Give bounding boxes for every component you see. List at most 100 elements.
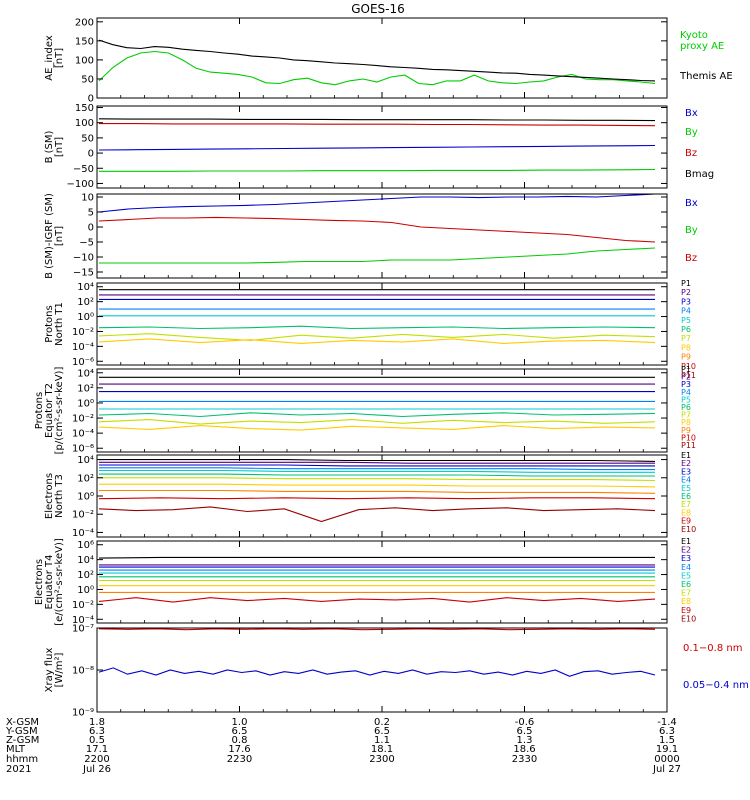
y-axis-label-line: Electrons — [34, 559, 45, 605]
ephemeris-row-label: Y-GSM — [5, 726, 38, 737]
series-line-themis-ae — [98, 39, 656, 82]
legend-item-bz: Bz — [685, 253, 697, 264]
y-axis-label: Xray flux[W/m²] — [44, 648, 65, 693]
legend-item-e4: E4 — [681, 476, 691, 485]
ephemeris-cell: 6.5 — [374, 726, 390, 737]
legend-item-p2: P2 — [681, 288, 691, 297]
y-tick-label: 10⁻⁴ — [72, 528, 94, 539]
ephemeris-cell: 1.8 — [89, 717, 105, 728]
y-axis-label-line: Equator T4 — [44, 555, 55, 610]
series-line-e1 — [98, 556, 655, 559]
ephemeris-cell: 1.0 — [232, 717, 248, 728]
legend-item-p6: P6 — [681, 403, 691, 412]
series-line-e9 — [99, 489, 656, 494]
legend-item-e7: E7 — [681, 500, 691, 509]
legend-item-e9: E9 — [681, 606, 691, 615]
legend-item-p9: P9 — [681, 426, 691, 435]
y-axis-label-line: B (SM)-IGRF (SM) — [44, 193, 55, 279]
legend-item-e10: E10 — [681, 614, 696, 623]
ephemeris-cell: 18.1 — [371, 744, 393, 755]
y-tick-label: 10⁻⁴ — [72, 342, 94, 353]
legend-item-e2: E2 — [681, 459, 691, 468]
legend-item-e3: E3 — [681, 467, 691, 476]
y-tick-label: 10⁻² — [72, 600, 94, 611]
series-line-bx — [98, 144, 656, 151]
series-line-p8 — [98, 425, 656, 431]
y-tick-label: −5 — [79, 238, 94, 249]
legend-item-e3: E3 — [681, 554, 691, 563]
y-tick-label: 10⁴ — [77, 368, 94, 379]
y-tick-label: 10⁻² — [72, 510, 94, 521]
legend-item-by: By — [685, 127, 698, 138]
y-tick-label: 10⁻⁶ — [72, 444, 94, 455]
y-tick-label: 5 — [88, 208, 94, 219]
panel-6: 10⁻⁴ 10⁻² 10⁰ 10² 10⁴ ElectronsNorth T3 E1E2E3… — [44, 451, 696, 539]
legend-item-p1: P1 — [681, 279, 691, 288]
ephemeris-cell: 2330 — [512, 754, 537, 765]
series-line-bx — [98, 193, 656, 213]
ephemeris-cell: 1.5 — [659, 735, 675, 746]
y-tick-label: 10⁻² — [72, 327, 94, 338]
ephemeris-cell: 0.5 — [89, 735, 105, 746]
series-line-0-1-0-8-nm — [98, 628, 656, 631]
legend-item-e1: E1 — [681, 537, 691, 546]
y-tick-label: 10⁻⁸ — [72, 666, 94, 677]
y-tick-label: 10⁻⁴ — [72, 615, 94, 626]
y-tick-label: 10 — [81, 193, 94, 204]
legend-item-p3: P3 — [681, 380, 691, 389]
legend-item-p4: P4 — [681, 307, 691, 316]
y-tick-label: 100 — [75, 118, 94, 129]
ephemeris-cell: 19.1 — [656, 744, 678, 755]
y-tick-label: −100 — [67, 179, 94, 190]
ephemeris-cell: 0000 — [654, 754, 679, 765]
y-axis-label-line: [p/(cm²-s-sr-keV)] — [54, 367, 65, 455]
legend-item-p2: P2 — [681, 373, 691, 382]
legend-item-p10: P10 — [681, 433, 696, 442]
legend-item-0-05-0-4-nm: 0.05−0.4 nm — [683, 680, 749, 691]
legend-item-p1: P1 — [681, 365, 691, 374]
series-line-0-05-0-4-nm — [98, 667, 656, 677]
y-tick-label: 10⁻⁶ — [72, 357, 94, 368]
y-axis-label: ElectronsEquator T4[e/(cm²-s-sr-keV)] — [34, 538, 65, 626]
y-tick-label: −10 — [73, 253, 94, 264]
ephemeris-cell: 18.6 — [513, 744, 535, 755]
series-line-e5 — [99, 469, 655, 473]
series-line-e11 — [98, 506, 656, 523]
ephemeris-cell: 17.6 — [228, 744, 250, 755]
y-tick-label: 10⁴ — [77, 555, 94, 566]
series-line-bmag — [98, 118, 656, 122]
y-axis-label: ElectronsNorth T3 — [44, 473, 65, 519]
series-line-bz — [98, 216, 656, 243]
ephemeris-row-label: 2021 — [6, 764, 31, 775]
y-tick-label: 10² — [77, 570, 94, 581]
y-axis-label-line: North T3 — [54, 474, 65, 518]
ephemeris-cell: 1.3 — [517, 735, 533, 746]
ephemeris-cell: Jul 26 — [82, 764, 111, 775]
y-tick-label: 10⁻⁷ — [72, 624, 94, 635]
y-axis-label-line: AE_index — [44, 35, 55, 81]
legend-item-p8: P8 — [681, 418, 691, 427]
y-tick-label: −50 — [73, 164, 94, 175]
ephemeris-row-label: MLT — [6, 744, 26, 755]
y-axis-label-line: [e/(cm²-s-sr-keV)] — [54, 538, 65, 626]
ephemeris-cell: -0.6 — [515, 717, 535, 728]
legend-item-p3: P3 — [681, 297, 691, 306]
legend-item-kyoto: Kyoto — [680, 30, 708, 41]
ephemeris-cell: 6.5 — [517, 726, 533, 737]
legend-item-p11: P11 — [681, 441, 696, 450]
y-tick-label: 0 — [88, 149, 94, 160]
ephemeris-cell: 6.3 — [89, 726, 105, 737]
legend-item-p5: P5 — [681, 395, 691, 404]
ephemeris-cell: 2230 — [227, 754, 252, 765]
y-axis-label: ProtonsEquator T2[p/(cm²-s-sr-keV)] — [34, 367, 65, 455]
legend-item-p6: P6 — [681, 325, 691, 334]
legend-item-0-1-0-8-nm: 0.1−0.8 nm — [683, 643, 742, 654]
y-tick-label: 10⁻⁹ — [72, 708, 94, 719]
y-axis-label-line: [nT] — [54, 226, 65, 246]
panel-3: −15 −10 −5 0 5 10 B (SM)-IGRF (SM)[nT] Bx By Bz — [44, 193, 698, 279]
y-axis-label-line: Protons — [44, 305, 55, 342]
legend-item-e8: E8 — [681, 597, 691, 606]
legend-item-themis-ae: Themis AE — [679, 71, 733, 82]
panel-8: 10⁻⁹ 10⁻⁸ 10⁻⁷ Xray flux[W/m²] 0.1−0.8 nm 0.0… — [44, 624, 749, 719]
